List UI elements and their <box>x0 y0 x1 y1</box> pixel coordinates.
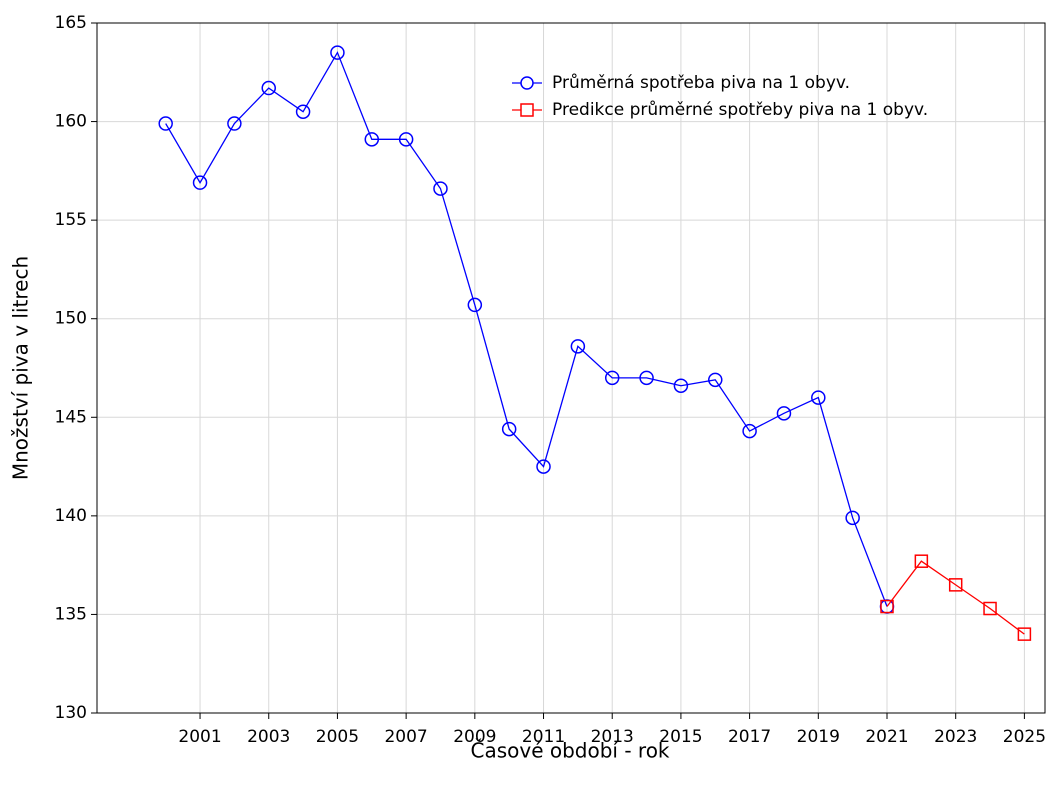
y-tick-label: 165 <box>55 13 87 33</box>
legend-marker <box>520 103 534 117</box>
marker <box>948 578 963 592</box>
y-tick-label: 155 <box>55 210 87 230</box>
marker <box>192 175 208 190</box>
x-tick-label: 2017 <box>728 727 771 747</box>
marker <box>295 104 311 119</box>
marker <box>673 378 689 393</box>
legend: Průměrná spotřeba piva na 1 obyv. Predikc… <box>512 73 928 120</box>
marker <box>880 599 894 614</box>
x-tick-label: 2021 <box>865 727 908 747</box>
legend-marker <box>520 76 534 90</box>
marker <box>433 181 448 196</box>
marker <box>261 80 276 96</box>
marker <box>811 390 826 405</box>
y-tick-label: 150 <box>55 309 87 329</box>
x-tick-label: 2019 <box>797 727 840 747</box>
y-tick-label: 140 <box>55 506 87 526</box>
x-tick-label: 2003 <box>247 727 290 747</box>
x-tick-label: 2007 <box>384 727 427 747</box>
x-tick-label: 2023 <box>934 727 977 747</box>
marker <box>227 116 242 131</box>
marker <box>467 297 483 313</box>
x-tick-label: 2011 <box>522 727 565 747</box>
marker <box>570 339 586 354</box>
x-tick-label: 2001 <box>178 727 221 747</box>
marker <box>536 459 551 474</box>
marker <box>158 116 173 131</box>
series-line <box>886 560 1025 635</box>
marker <box>604 370 620 386</box>
x-tick-label: 2005 <box>316 727 359 747</box>
x-tick-label: 2009 <box>453 727 496 747</box>
marker <box>845 510 860 526</box>
marker <box>398 132 414 147</box>
marker <box>1017 627 1032 641</box>
x-axis-label: Časové období - rok <box>470 739 669 763</box>
y-axis-label: Množství piva v litrech <box>9 256 33 480</box>
y-tick-label: 135 <box>55 604 87 624</box>
y-tick-label: 130 <box>55 703 87 723</box>
legend-label: Predikce průměrné spotřeby piva na 1 oby… <box>552 100 928 120</box>
x-tick-label: 2015 <box>659 727 702 747</box>
marker <box>708 372 723 388</box>
legend-label: Průměrná spotřeba piva na 1 obyv. <box>552 73 850 93</box>
series-line <box>165 51 888 607</box>
plot-frame <box>96 22 1046 714</box>
marker <box>914 554 929 568</box>
x-tick-label: 2013 <box>591 727 634 747</box>
marker <box>330 45 345 60</box>
marker <box>501 421 517 437</box>
marker <box>776 406 792 421</box>
marker <box>364 132 380 147</box>
marker <box>983 601 997 616</box>
y-tick-label: 160 <box>55 112 87 132</box>
y-tick-label: 145 <box>55 407 87 427</box>
x-tick-label: 2025 <box>1003 727 1046 747</box>
marker <box>742 423 757 439</box>
marker <box>639 370 654 386</box>
